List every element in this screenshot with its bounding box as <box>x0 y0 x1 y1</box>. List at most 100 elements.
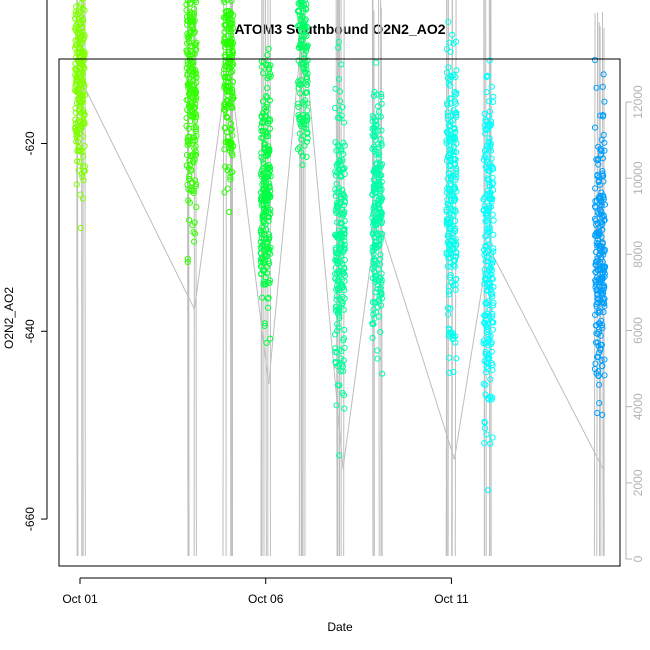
data-point <box>371 219 378 226</box>
data-point <box>260 178 267 185</box>
x-tick-label: Oct 06 <box>248 592 284 606</box>
data-point <box>375 141 382 148</box>
data-point <box>595 155 602 162</box>
data-point <box>76 37 83 45</box>
data-point <box>481 425 488 432</box>
data-point <box>484 247 491 254</box>
data-point <box>447 263 454 270</box>
data-point <box>481 122 488 129</box>
data-point <box>265 294 272 301</box>
data-point <box>259 294 266 301</box>
data-point <box>371 269 379 276</box>
data-point <box>302 59 309 66</box>
data-point <box>301 101 308 108</box>
data-point <box>338 239 345 246</box>
data-point <box>450 40 457 47</box>
data-point <box>192 96 199 104</box>
data-point <box>340 335 348 342</box>
data-point <box>187 9 194 16</box>
data-point <box>450 107 457 114</box>
data-point <box>226 48 233 56</box>
data-point <box>443 157 450 164</box>
data-point <box>446 354 453 361</box>
secondary-series-line <box>298 0 301 557</box>
data-point <box>372 258 379 265</box>
data-point <box>260 211 268 218</box>
data-point <box>489 258 496 265</box>
data-point <box>266 147 273 154</box>
data-point <box>192 104 199 111</box>
data-point <box>191 238 198 245</box>
data-point <box>378 277 385 284</box>
data-point <box>371 246 378 253</box>
data-point <box>303 121 310 128</box>
data-point <box>444 109 451 116</box>
data-point <box>378 127 385 134</box>
data-point <box>443 219 450 226</box>
data-point <box>339 157 346 164</box>
data-point <box>299 152 306 160</box>
data-point <box>453 67 460 74</box>
data-point <box>600 265 607 272</box>
data-point <box>595 326 603 333</box>
data-point <box>183 64 190 72</box>
data-point <box>446 163 453 170</box>
data-point <box>192 67 199 74</box>
data-point <box>337 367 344 375</box>
data-point <box>336 246 343 253</box>
data-point <box>369 214 376 221</box>
data-point <box>185 139 192 146</box>
data-point <box>267 335 274 342</box>
data-point <box>444 304 451 311</box>
data-point <box>597 275 604 282</box>
data-point <box>260 70 267 77</box>
data-point <box>487 291 495 298</box>
data-point <box>332 275 339 282</box>
data-point <box>333 199 341 207</box>
data-point <box>190 159 197 166</box>
data-point <box>333 180 340 187</box>
data-point <box>303 153 310 160</box>
data-point <box>188 94 195 101</box>
data-point <box>445 311 452 318</box>
data-point <box>262 113 269 121</box>
data-point <box>341 225 348 233</box>
data-point <box>444 216 451 223</box>
data-point <box>593 84 600 91</box>
data-point <box>378 270 385 277</box>
data-point <box>481 147 489 154</box>
data-point <box>489 362 496 369</box>
data-point <box>221 28 228 36</box>
data-point <box>453 253 460 260</box>
data-point <box>189 152 196 159</box>
data-point <box>332 331 339 338</box>
data-point <box>484 331 492 339</box>
data-point <box>369 299 376 306</box>
data-point <box>223 113 230 120</box>
data-point <box>76 41 83 48</box>
data-point <box>222 14 229 21</box>
data-point <box>598 243 605 250</box>
data-point <box>332 360 340 367</box>
data-point <box>227 120 234 127</box>
data-point <box>267 73 274 80</box>
data-point <box>187 56 194 64</box>
data-point <box>480 156 488 163</box>
data-point <box>370 208 377 215</box>
data-point <box>448 131 455 139</box>
data-point <box>263 103 270 111</box>
data-point <box>263 93 270 100</box>
data-point <box>484 188 492 195</box>
data-point <box>228 43 235 50</box>
data-point <box>338 147 345 155</box>
data-point <box>483 312 490 319</box>
data-point <box>334 219 341 226</box>
data-point <box>341 244 348 251</box>
data-point <box>484 72 491 80</box>
data-point <box>188 167 195 174</box>
data-point <box>597 266 604 274</box>
data-point <box>332 307 340 314</box>
data-point <box>304 70 311 77</box>
data-point <box>599 155 607 162</box>
